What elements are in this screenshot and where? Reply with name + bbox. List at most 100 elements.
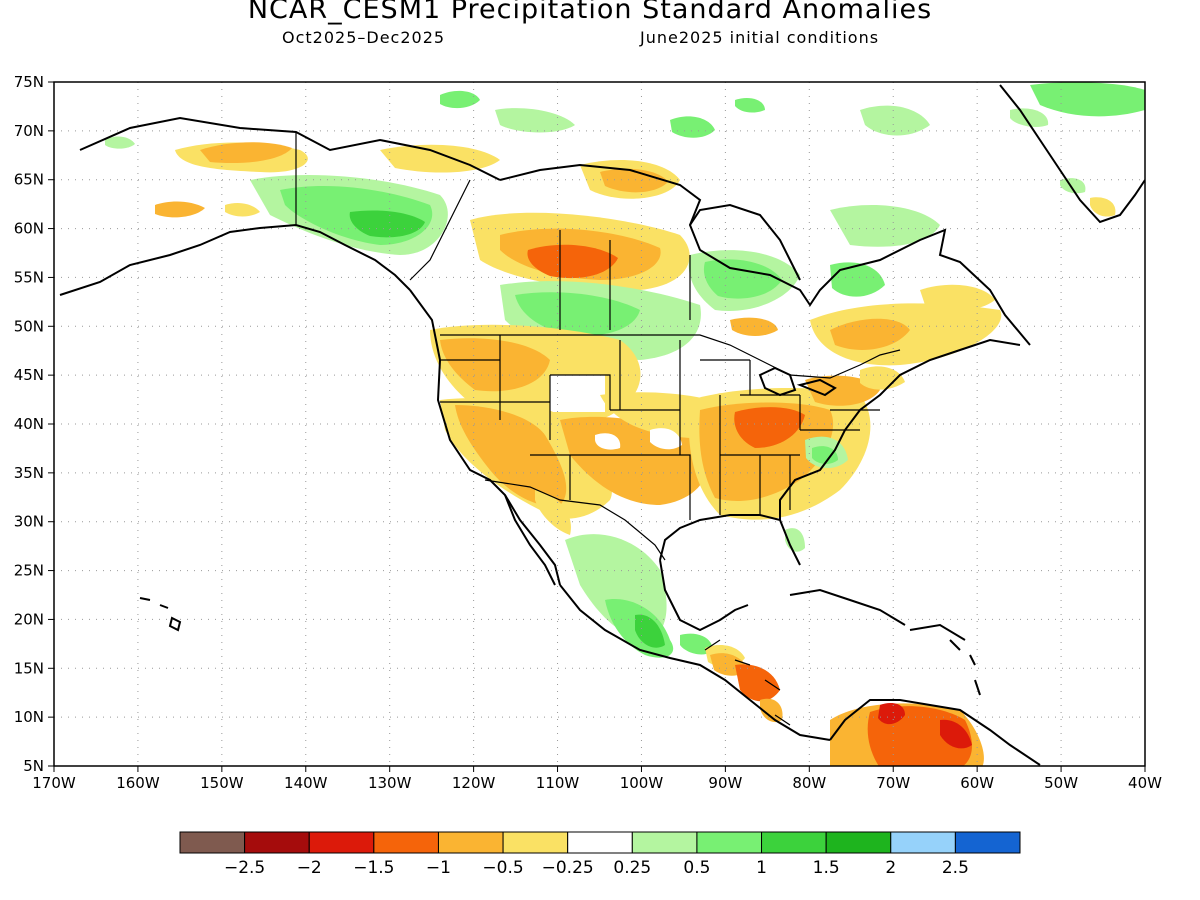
longitude-tick-label: 110W — [536, 774, 580, 792]
anomaly-region — [349, 210, 425, 238]
colorbar-label: −1 — [426, 858, 451, 878]
latitude-tick-label: 75N — [14, 73, 44, 91]
longitude-tick-label: 150W — [200, 774, 244, 792]
longitude-tick-label: 170W — [32, 774, 76, 792]
longitude-tick-label: 90W — [708, 774, 742, 792]
colorbar-label: −1.5 — [353, 858, 394, 878]
anomaly-region — [860, 366, 905, 390]
anomaly-region — [830, 262, 885, 297]
map-title: NCAR_CESM1 Precipitation Standard Anomal… — [247, 0, 933, 25]
colorbar-label: 2 — [885, 858, 896, 878]
cuba-coast — [789, 588, 966, 641]
colorbar-swatch — [954, 831, 1021, 854]
colorbar-label: −0.5 — [482, 858, 523, 878]
anomaly-region — [225, 202, 260, 217]
anomaly-region — [735, 664, 780, 702]
canada-arctic-coast — [499, 163, 1031, 346]
latitude-tick-label: 65N — [14, 171, 44, 189]
period-subtitle: Oct2025–Dec2025 — [282, 28, 446, 47]
anomaly-region — [703, 259, 782, 299]
anomaly-region — [830, 318, 910, 350]
anomaly-region — [105, 136, 135, 149]
colorbar-swatch — [631, 831, 698, 854]
anomaly-region — [920, 284, 995, 312]
colorbar-swatch — [890, 831, 956, 854]
colorbar-labels: −2.5 −2 −1.5 −1 −0.5 −0.25 0.25 0.5 1 1.5 2 2.5 — [224, 858, 969, 878]
colorbar-label: −2 — [297, 858, 322, 878]
colorbar-label: 1.5 — [813, 858, 840, 878]
anomaly-region — [1090, 197, 1116, 217]
caribbean-islands — [949, 639, 981, 696]
anomaly-region — [730, 317, 778, 336]
anomaly-region — [650, 428, 682, 450]
canada-province-borders — [409, 179, 691, 330]
anomaly-region — [1030, 82, 1145, 117]
anomaly-region — [535, 490, 571, 535]
latitude-tick-label: 5N — [23, 757, 44, 775]
colorbar-swatch — [244, 831, 310, 854]
us-state-lines — [440, 335, 880, 520]
anomaly-region — [812, 446, 838, 464]
colorbar-label: 0.25 — [613, 858, 651, 878]
latitude-tick-label: 45N — [14, 366, 44, 384]
latitude-tick-label: 50N — [14, 317, 44, 335]
anomaly-region — [515, 292, 640, 336]
latitude-tick-label: 25N — [14, 562, 44, 580]
mexico-pacific-coast — [559, 584, 831, 741]
longitude-tick-label: 160W — [116, 774, 160, 792]
latitude-tick-label: 10N — [14, 708, 44, 726]
longitude-tick-label: 130W — [368, 774, 412, 792]
anomaly-region — [670, 116, 715, 138]
longitude-tick-label: 70W — [876, 774, 910, 792]
colorbar-swatch — [567, 831, 633, 854]
anomaly-region — [635, 614, 665, 648]
initial-conditions-subtitle: June2025 initial conditions — [640, 28, 880, 47]
latitude-tick-label: 55N — [14, 268, 44, 286]
anomaly-region — [440, 90, 480, 109]
colorbar-swatch — [825, 831, 892, 854]
colorbar — [179, 831, 1021, 854]
anomaly-region — [940, 719, 972, 749]
anomaly-region — [380, 144, 500, 173]
anomaly-region — [735, 98, 765, 113]
longitude-tick-label: 60W — [960, 774, 994, 792]
longitude-tick-label: 140W — [284, 774, 328, 792]
latitude-tick-label: 20N — [14, 610, 44, 628]
latitude-tick-label: 15N — [14, 659, 44, 677]
baja-coast — [504, 494, 556, 586]
colorbar-label: 1 — [756, 858, 767, 878]
greenland-coast — [999, 84, 1145, 224]
coastlines — [59, 84, 1145, 766]
colorbar-swatch — [696, 831, 763, 854]
anomaly-region — [495, 108, 575, 133]
anomaly-region — [1010, 108, 1049, 128]
anomaly-region — [455, 405, 567, 506]
longitude-labels: 170W 160W 150W 140W 130W 120W 110W 100W 90W 80W 70… — [32, 766, 1162, 792]
anomaly-region — [200, 142, 292, 164]
colorbar-label: 2.5 — [942, 858, 969, 878]
hawaii-islands — [139, 597, 182, 632]
us-canada-border — [440, 334, 901, 379]
gulf-coast — [659, 514, 801, 632]
colorbar-swatch — [308, 831, 375, 854]
latitude-labels: 75N 70N 65N 60N 55N 50N 45N 40N 35N 30N 25N 20N 15N 1… — [14, 73, 54, 775]
latitude-tick-label: 35N — [14, 464, 44, 482]
us-mexico-border — [484, 479, 666, 561]
colorbar-swatch — [502, 831, 569, 854]
colorbar-label: 0.5 — [683, 858, 710, 878]
colorbar-swatch — [373, 831, 439, 854]
central-america-borders — [704, 639, 791, 726]
anomaly-region — [680, 633, 713, 655]
latitude-tick-label: 30N — [14, 513, 44, 531]
anomaly-region — [527, 244, 618, 279]
latitude-tick-label: 40N — [14, 415, 44, 433]
us-west-coast — [409, 289, 561, 586]
colorbar-label: −0.25 — [542, 858, 594, 878]
anomaly-region — [595, 433, 621, 450]
longitude-tick-label: 100W — [620, 774, 664, 792]
alaska-coastline — [59, 116, 501, 296]
anomaly-region — [878, 703, 905, 725]
longitude-tick-label: 120W — [452, 774, 496, 792]
anomaly-region — [155, 201, 205, 218]
